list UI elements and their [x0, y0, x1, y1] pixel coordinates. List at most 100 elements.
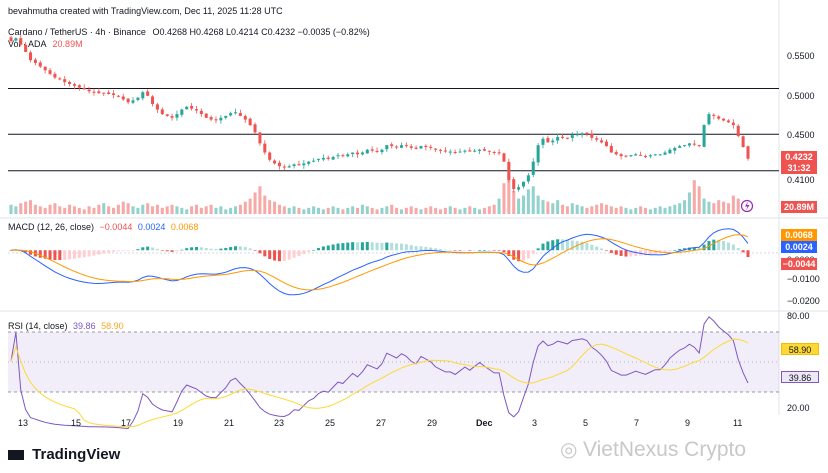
- macd-hist-bar: [131, 250, 135, 251]
- macd-hist-bar: [141, 247, 145, 251]
- volume-bar: [97, 204, 101, 214]
- volume-bar: [731, 195, 735, 214]
- volume-bar: [526, 189, 530, 214]
- macd-hist-bar: [551, 240, 555, 251]
- rsi-legend[interactable]: RSI (14, close) 39.86 58.90: [8, 321, 124, 331]
- candle-body: [219, 117, 223, 121]
- macd-hist-bar: [287, 250, 291, 260]
- candle-body: [38, 62, 42, 67]
- macd-hist-bar: [268, 250, 272, 259]
- macd-legend[interactable]: MACD (12, 26, close) −0.0044 0.0024 0.00…: [8, 222, 198, 232]
- rsi-ma-value: 58.90: [101, 321, 124, 331]
- volume-bar: [712, 203, 716, 214]
- volume-bar: [502, 183, 506, 214]
- macd-hist-bar: [712, 239, 716, 251]
- tradingview-logo-icon: [8, 450, 24, 461]
- volume-legend[interactable]: Vol · ADA 20.89M: [8, 39, 83, 49]
- macd-hist-bar: [609, 250, 613, 253]
- volume-bar: [321, 209, 325, 214]
- volume-bar: [673, 204, 677, 214]
- macd-hist-bar: [9, 250, 13, 251]
- volume-bar: [419, 209, 423, 214]
- macd-hist-bar: [570, 240, 574, 251]
- ohlc-close: C0.4232: [261, 27, 296, 37]
- macd-hist-bar: [585, 242, 589, 251]
- volume-bar: [404, 207, 408, 214]
- macd-hist-bar: [683, 248, 687, 251]
- volume-bar: [92, 207, 96, 214]
- date-label: 11: [733, 418, 743, 428]
- volume-tag: 20.89M: [781, 201, 817, 213]
- date-label: 19: [173, 418, 184, 428]
- macd-hist-bar: [502, 250, 506, 253]
- volume-bar: [175, 206, 179, 214]
- candle-body: [24, 44, 28, 52]
- rsi-value: 39.86: [73, 321, 96, 331]
- candle-body: [731, 122, 735, 126]
- volume-bar: [287, 207, 291, 214]
- macd-hist-bar: [399, 243, 403, 251]
- macd-hist-bar: [595, 246, 599, 251]
- candle-body: [116, 95, 120, 97]
- candle-body: [58, 78, 62, 80]
- horizontal-levels[interactable]: [8, 88, 779, 172]
- macd-hist-bar: [277, 250, 281, 262]
- ohlc-high: H0.4268: [189, 27, 224, 37]
- candle-body: [438, 149, 443, 151]
- macd-hist-bar: [722, 240, 726, 251]
- volume-bar: [111, 207, 116, 214]
- macd-hist-bar: [77, 250, 81, 259]
- volume-bar: [141, 204, 145, 214]
- macd-hist-bar: [521, 250, 525, 261]
- candle-body: [19, 38, 23, 45]
- candle-body: [561, 136, 565, 138]
- macd-hist-bar: [297, 250, 301, 257]
- macd-hist-bar: [395, 243, 399, 251]
- macd-hist-bar: [726, 242, 730, 251]
- volume-bar: [541, 200, 545, 214]
- candle-body: [180, 109, 184, 115]
- macd-hist-bar: [717, 239, 721, 251]
- volume-bar: [668, 206, 672, 214]
- candle-body: [541, 138, 545, 145]
- candle-body: [746, 146, 750, 159]
- volume-bar: [229, 207, 233, 214]
- macd-hist-bar: [741, 250, 745, 253]
- volume-bar: [619, 206, 623, 214]
- candle-body: [194, 109, 198, 111]
- macd-hist-bar: [663, 250, 667, 253]
- volume-bar: [595, 204, 599, 214]
- candle-body: [687, 143, 691, 146]
- macd-hist-bar: [614, 250, 618, 255]
- symbol-legend[interactable]: Cardano / TetherUS · 4h · Binance O0.426…: [8, 27, 370, 37]
- macd-hist-bar: [731, 244, 735, 251]
- candle-body: [702, 125, 706, 147]
- macd-hist-bar: [53, 250, 57, 260]
- candle-body: [365, 149, 369, 154]
- candle-body: [141, 92, 145, 99]
- macd-hist-bar: [531, 250, 535, 255]
- macd-hist-bar: [72, 250, 76, 259]
- volume-bar: [458, 209, 462, 214]
- volume-bar: [585, 207, 589, 214]
- candle-body: [521, 181, 525, 187]
- volume-bar: [273, 201, 277, 214]
- macd-hist-bar: [24, 250, 28, 253]
- macd-hist-bar: [224, 248, 228, 251]
- macd-title: MACD (12, 26, close): [8, 222, 95, 232]
- tradingview-logo[interactable]: TradingView: [8, 446, 120, 463]
- volume-bar: [58, 206, 62, 214]
- candle-body: [292, 164, 296, 166]
- macd-hist-bar: [438, 249, 443, 251]
- volume-bar: [38, 206, 42, 214]
- macd-axis-label: −0.0100: [787, 274, 820, 284]
- candle-body: [565, 137, 569, 139]
- candle-body: [77, 85, 81, 88]
- macd-hist-bar: [316, 248, 321, 251]
- candle-body: [697, 145, 701, 147]
- candle-body: [624, 155, 628, 157]
- macd-hist-bar: [136, 249, 140, 251]
- volume-bar: [312, 206, 316, 214]
- candle-body: [531, 161, 535, 175]
